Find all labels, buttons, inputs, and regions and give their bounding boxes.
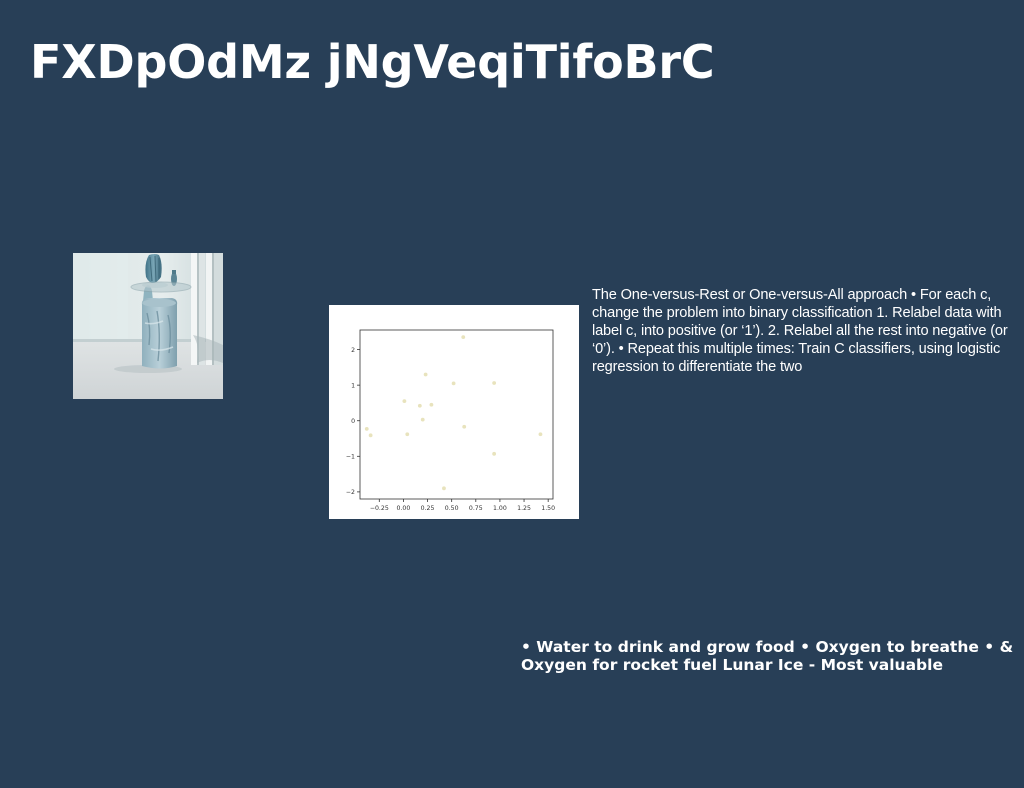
x-tick-label: 0.25 — [421, 505, 435, 512]
bullet-text: • Water to drink and grow food • Oxygen … — [521, 638, 1014, 674]
slide-title: FXDpOdMz jNgVeqiTifoBrC — [30, 35, 715, 89]
x-tick-label: 1.50 — [541, 505, 555, 512]
y-tick-label: 0 — [351, 418, 355, 425]
x-axis: −0.25 0.00 0.25 0.50 0.75 1.00 1.25 1.50 — [370, 499, 555, 512]
x-tick-label: −0.25 — [370, 505, 389, 512]
data-points — [364, 335, 543, 491]
scatter-point — [442, 486, 446, 491]
scatter-point — [429, 402, 434, 407]
scatter-point — [368, 433, 373, 438]
x-tick-label: 0.00 — [397, 505, 411, 512]
y-tick-label: −1 — [346, 454, 355, 461]
scatter-point — [538, 432, 543, 437]
scatter-point — [492, 381, 497, 385]
interior-vase-photo — [73, 253, 223, 399]
scatter-point — [417, 403, 422, 408]
scatter-point — [405, 432, 410, 437]
y-axis: −2 −1 0 1 2 — [346, 347, 360, 496]
scatter-point — [423, 372, 428, 377]
scatter-point — [364, 427, 369, 431]
scatter-point — [420, 417, 425, 422]
body-text: The One-versus-Rest or One-versus-All ap… — [592, 287, 1008, 375]
scatter-plot: −0.25 0.00 0.25 0.50 0.75 1.00 1.25 1.50 −2 −1 0 1… — [329, 305, 579, 519]
plot-area-frame — [359, 329, 554, 500]
scatter-point — [402, 399, 407, 404]
scatter-point — [462, 424, 467, 429]
scatter-point — [492, 451, 497, 456]
x-tick-label: 1.00 — [493, 505, 507, 512]
y-tick-label: 1 — [351, 382, 355, 389]
x-tick-label: 1.25 — [517, 505, 531, 512]
x-tick-label: 0.75 — [469, 505, 483, 512]
scatter-point — [461, 335, 466, 340]
scatter-point — [451, 381, 456, 386]
y-tick-label: 2 — [351, 347, 355, 354]
y-tick-label: −2 — [346, 489, 355, 496]
x-tick-label: 0.50 — [445, 505, 459, 512]
